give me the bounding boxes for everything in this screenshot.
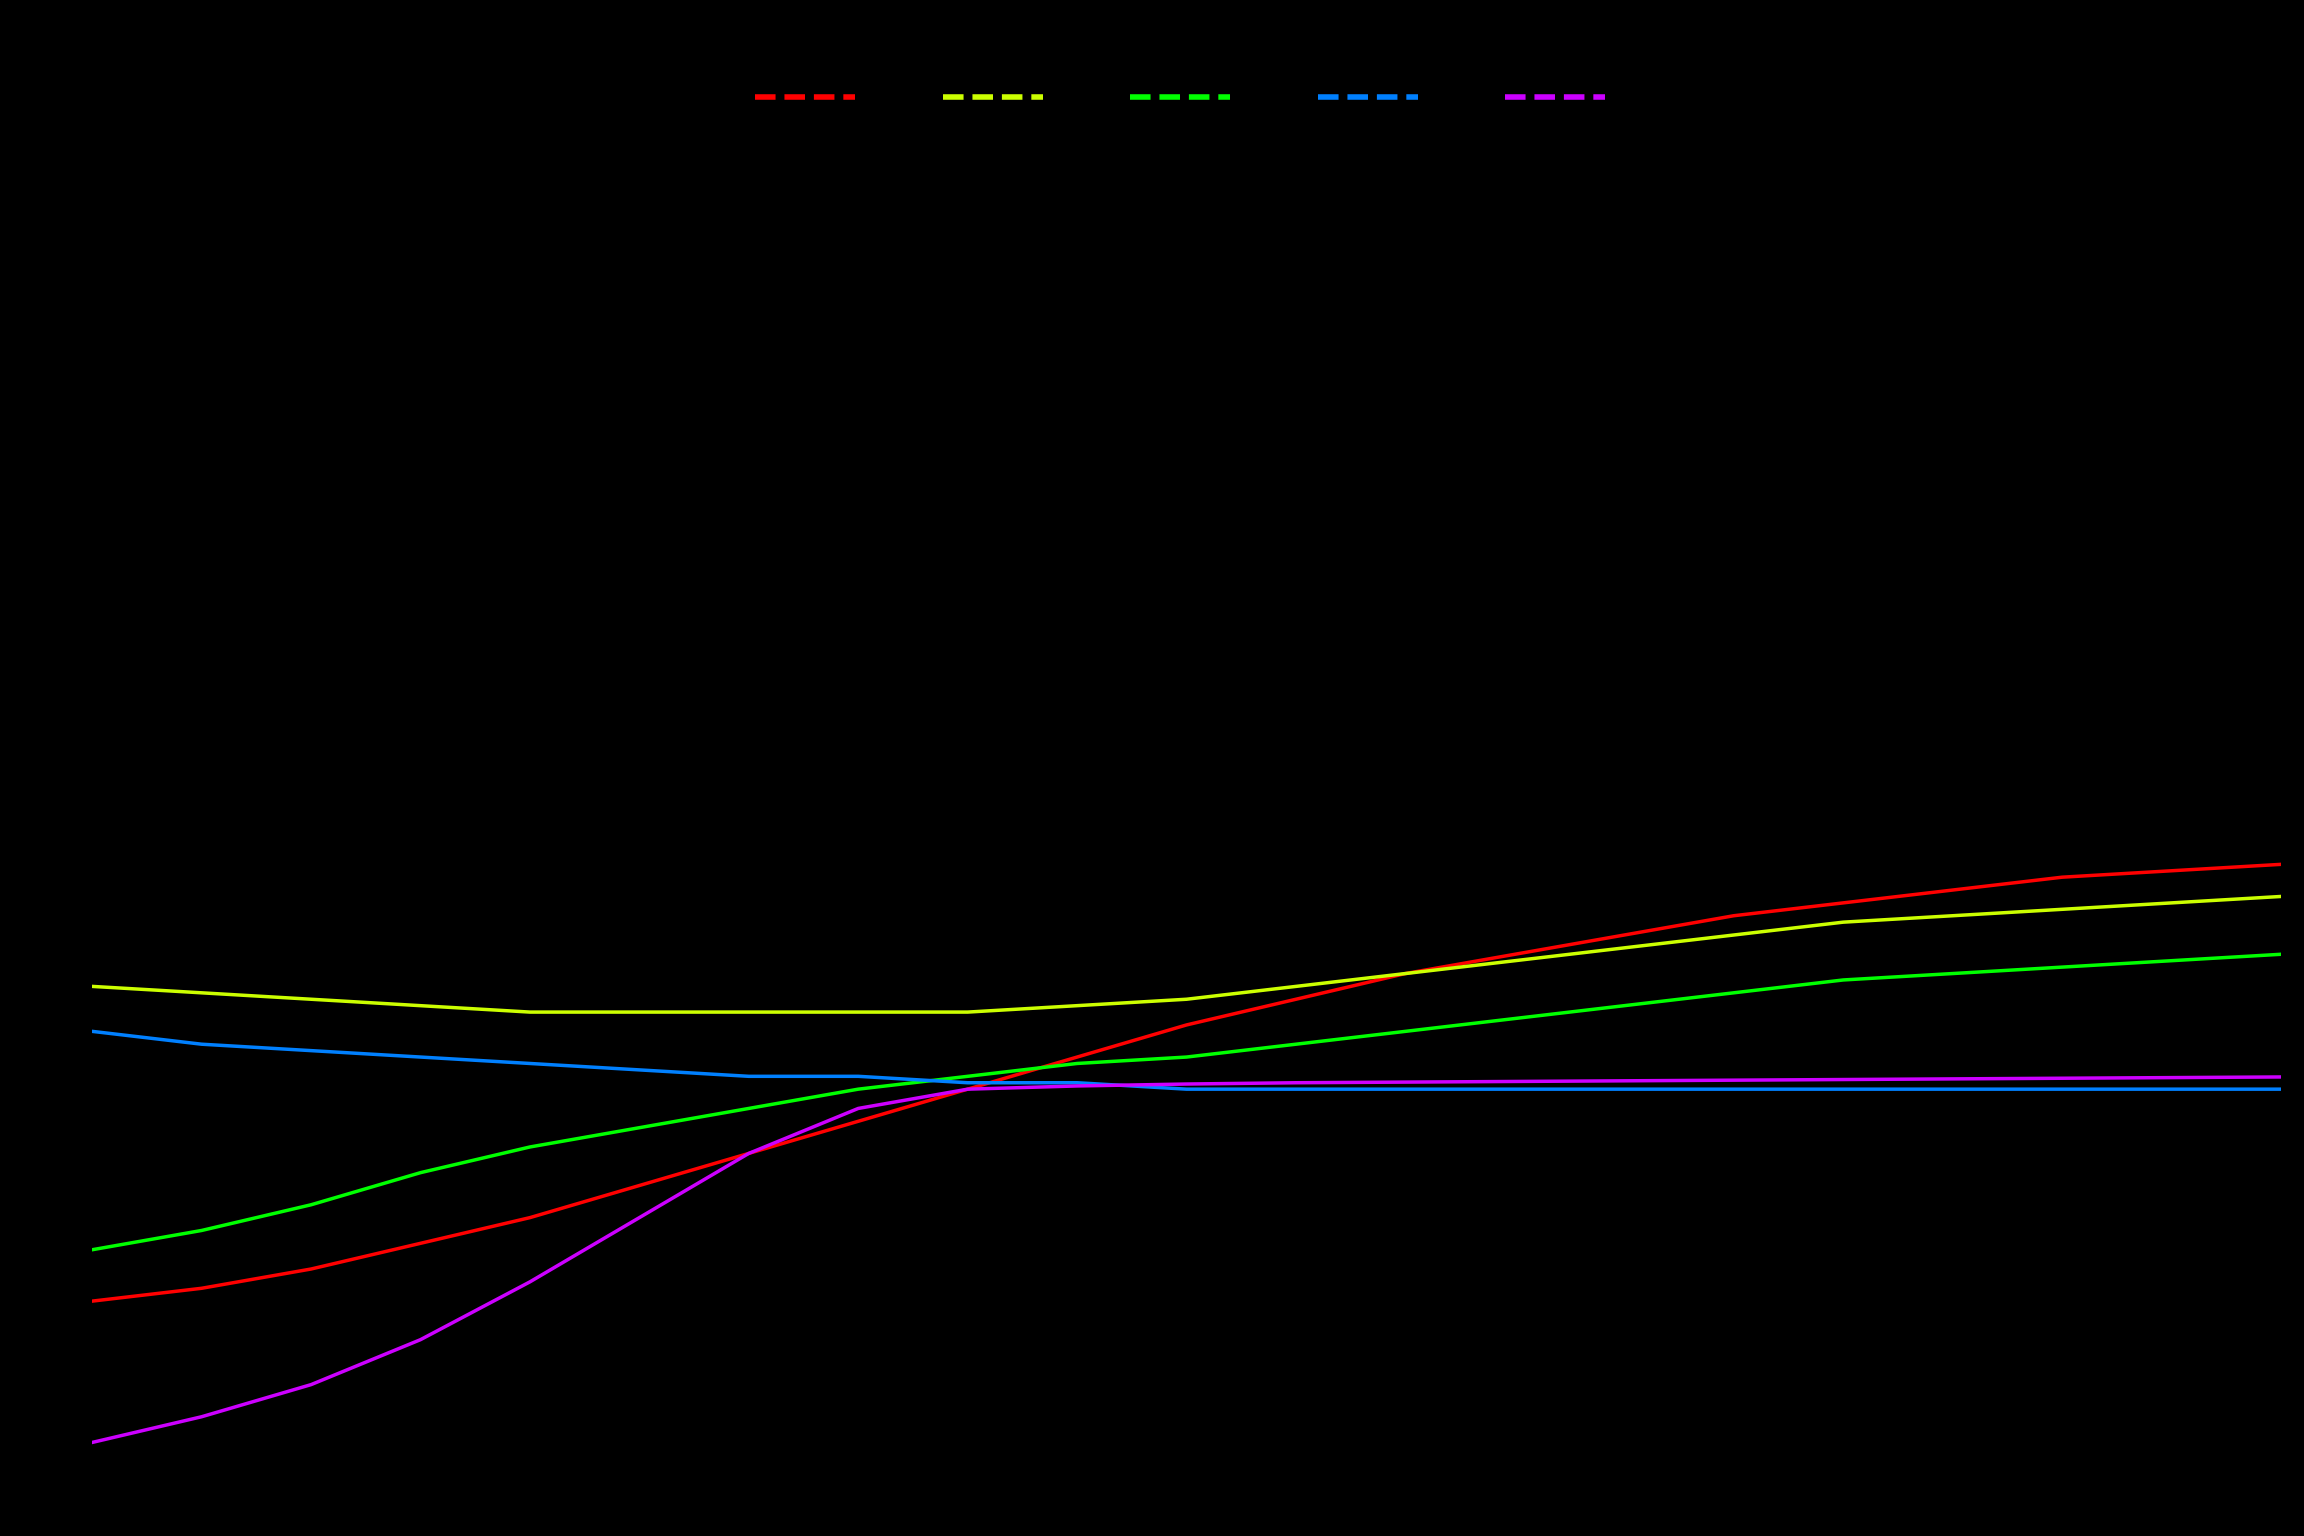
Legend: , , , , : , , , ,: [742, 74, 1631, 123]
